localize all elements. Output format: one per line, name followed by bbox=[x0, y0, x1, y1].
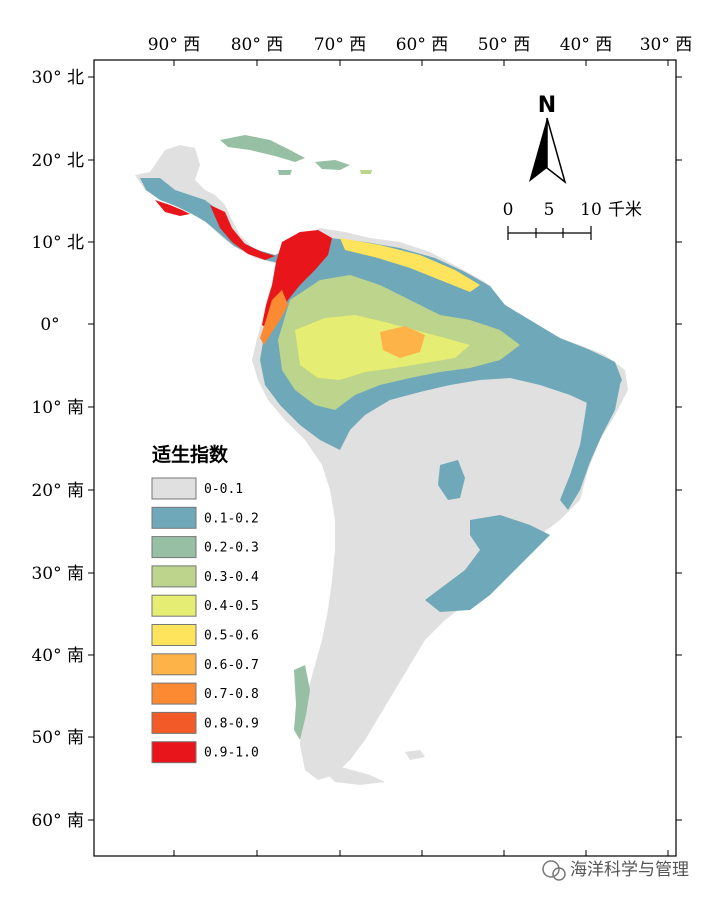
lat-label-10s: 10° 南 bbox=[31, 398, 84, 418]
scale-bar: 0 5 10 千米 bbox=[503, 200, 642, 240]
lat-label-60s: 60° 南 bbox=[31, 811, 84, 831]
legend-swatch bbox=[151, 624, 197, 646]
legend-title: 适生指数 bbox=[152, 443, 229, 466]
north-arrow-letter: N bbox=[538, 93, 556, 118]
lat-label-0: 0° bbox=[40, 315, 59, 335]
legend-label: 0.1-0.2 bbox=[204, 511, 259, 526]
legend-swatch bbox=[151, 741, 197, 764]
longitude-axis: 90° 西 80° 西 70° 西 60° 西 50° 西 40° 西 30° … bbox=[148, 35, 693, 856]
legend-label: 0.6-0.7 bbox=[204, 658, 259, 673]
land-layer bbox=[135, 135, 628, 785]
legend-label: 0.5-0.6 bbox=[204, 629, 259, 644]
east-coast-blue bbox=[560, 380, 620, 510]
map-frame bbox=[93, 59, 677, 857]
falkland-islands bbox=[405, 750, 425, 760]
legend-swatch bbox=[151, 711, 197, 734]
hispaniola bbox=[315, 160, 350, 170]
lon-label-30w: 30° 西 bbox=[640, 35, 693, 55]
scale-unit: 千米 bbox=[608, 200, 642, 220]
tierra-del-fuego bbox=[318, 765, 385, 785]
amazon-yellow bbox=[295, 315, 470, 380]
north-arrow-icon bbox=[529, 118, 547, 182]
chile-coast bbox=[294, 665, 310, 740]
lat-label-20n: 20° 北 bbox=[31, 151, 84, 171]
southeast-blue bbox=[425, 515, 550, 612]
lat-label-50s: 50° 南 bbox=[31, 728, 84, 748]
legend: 适生指数 0-0.1 0.1-0.2 0.2-0.3 0.3-0.4 0.4-0.5 0.… bbox=[151, 443, 259, 764]
legend-swatch bbox=[151, 506, 197, 529]
legend-swatch bbox=[151, 653, 197, 676]
legend-label: 0.8-0.9 bbox=[204, 716, 259, 731]
legend-label: 0-0.1 bbox=[204, 482, 243, 497]
legend-items: 0-0.1 0.1-0.2 0.2-0.3 0.3-0.4 0.4-0.5 0.5-0.6… bbox=[151, 477, 259, 764]
lon-label-70w: 70° 西 bbox=[314, 35, 367, 55]
watermark: 海洋科学与管理 bbox=[542, 860, 689, 881]
lon-label-60w: 60° 西 bbox=[396, 35, 449, 55]
legend-label: 0.2-0.3 bbox=[204, 541, 259, 556]
legend-swatch bbox=[151, 536, 197, 559]
central-america-high bbox=[155, 200, 275, 260]
pantanal-blue bbox=[438, 460, 465, 500]
lon-label-90w: 90° 西 bbox=[148, 35, 201, 55]
lat-label-20s: 20° 南 bbox=[31, 481, 84, 501]
legend-swatch bbox=[151, 594, 197, 617]
legend-swatch bbox=[151, 477, 197, 500]
puerto-rico bbox=[360, 170, 372, 174]
legend-swatch bbox=[151, 682, 197, 705]
lat-label-40s: 40° 南 bbox=[31, 646, 84, 666]
lat-label-30s: 30° 南 bbox=[31, 564, 84, 584]
legend-label: 0.4-0.5 bbox=[204, 599, 259, 614]
amazon-orange bbox=[380, 326, 425, 358]
lon-label-50w: 50° 西 bbox=[478, 35, 531, 55]
mexico-landmass bbox=[135, 145, 322, 270]
legend-swatch bbox=[151, 565, 197, 588]
jamaica bbox=[278, 170, 292, 175]
legend-label: 0.3-0.4 bbox=[204, 570, 259, 585]
scale-label-0: 0 bbox=[503, 200, 514, 220]
latitude-axis: 30° 北 20° 北 10° 北 0° 10° 南 20° 南 30° 南 4… bbox=[31, 68, 682, 831]
lat-label-10n: 10° 北 bbox=[31, 233, 84, 253]
legend-label: 0.9-1.0 bbox=[204, 746, 259, 761]
scale-label-5: 5 bbox=[544, 200, 555, 220]
lat-label-30n: 30° 北 bbox=[31, 68, 84, 88]
legend-label: 0.7-0.8 bbox=[204, 687, 259, 702]
north-arrow: N bbox=[529, 93, 567, 184]
north-coast-yellow bbox=[340, 238, 480, 292]
scale-label-10: 10 bbox=[580, 200, 602, 220]
lon-label-80w: 80° 西 bbox=[231, 35, 284, 55]
watermark-text: 海洋科学与管理 bbox=[570, 860, 689, 880]
cuba bbox=[220, 135, 305, 162]
lon-label-40w: 40° 西 bbox=[560, 35, 613, 55]
andes-orange bbox=[260, 290, 288, 345]
wechat-icon bbox=[542, 860, 560, 878]
